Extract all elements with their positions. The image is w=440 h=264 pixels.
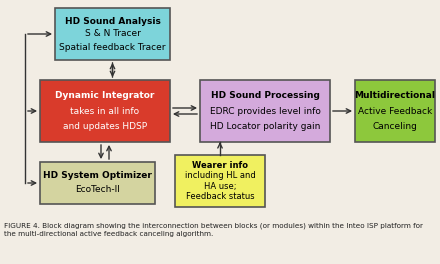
FancyBboxPatch shape	[175, 155, 265, 207]
Text: Multidirectional: Multidirectional	[355, 91, 436, 100]
Text: Active Feedback: Active Feedback	[358, 106, 432, 116]
Text: and updates HDSP: and updates HDSP	[63, 122, 147, 131]
Text: HD Locator polarity gain: HD Locator polarity gain	[210, 122, 320, 131]
FancyBboxPatch shape	[200, 80, 330, 142]
Text: FIGURE 4. Block diagram showing the interconnection between blocks (or modules) : FIGURE 4. Block diagram showing the inte…	[4, 222, 423, 237]
Text: Dynamic Integrator: Dynamic Integrator	[55, 91, 155, 100]
FancyBboxPatch shape	[40, 80, 170, 142]
Text: S & N Tracer: S & N Tracer	[84, 30, 140, 39]
Text: HA use;: HA use;	[204, 182, 236, 191]
Text: HD Sound Processing: HD Sound Processing	[211, 91, 319, 100]
Text: including HL and: including HL and	[185, 171, 255, 180]
FancyBboxPatch shape	[355, 80, 435, 142]
Text: Wearer info: Wearer info	[192, 161, 248, 170]
Text: Feedback status: Feedback status	[186, 192, 254, 201]
FancyBboxPatch shape	[40, 162, 155, 204]
FancyBboxPatch shape	[55, 8, 170, 60]
Text: HD Sound Analysis: HD Sound Analysis	[65, 16, 161, 26]
Text: takes in all info: takes in all info	[70, 106, 139, 116]
Text: HD System Optimizer: HD System Optimizer	[43, 172, 152, 181]
Text: Canceling: Canceling	[373, 122, 418, 131]
Text: EDRC provides level info: EDRC provides level info	[209, 106, 320, 116]
Text: Spatial feedback Tracer: Spatial feedback Tracer	[59, 43, 166, 51]
Text: EcoTech-II: EcoTech-II	[75, 186, 120, 195]
